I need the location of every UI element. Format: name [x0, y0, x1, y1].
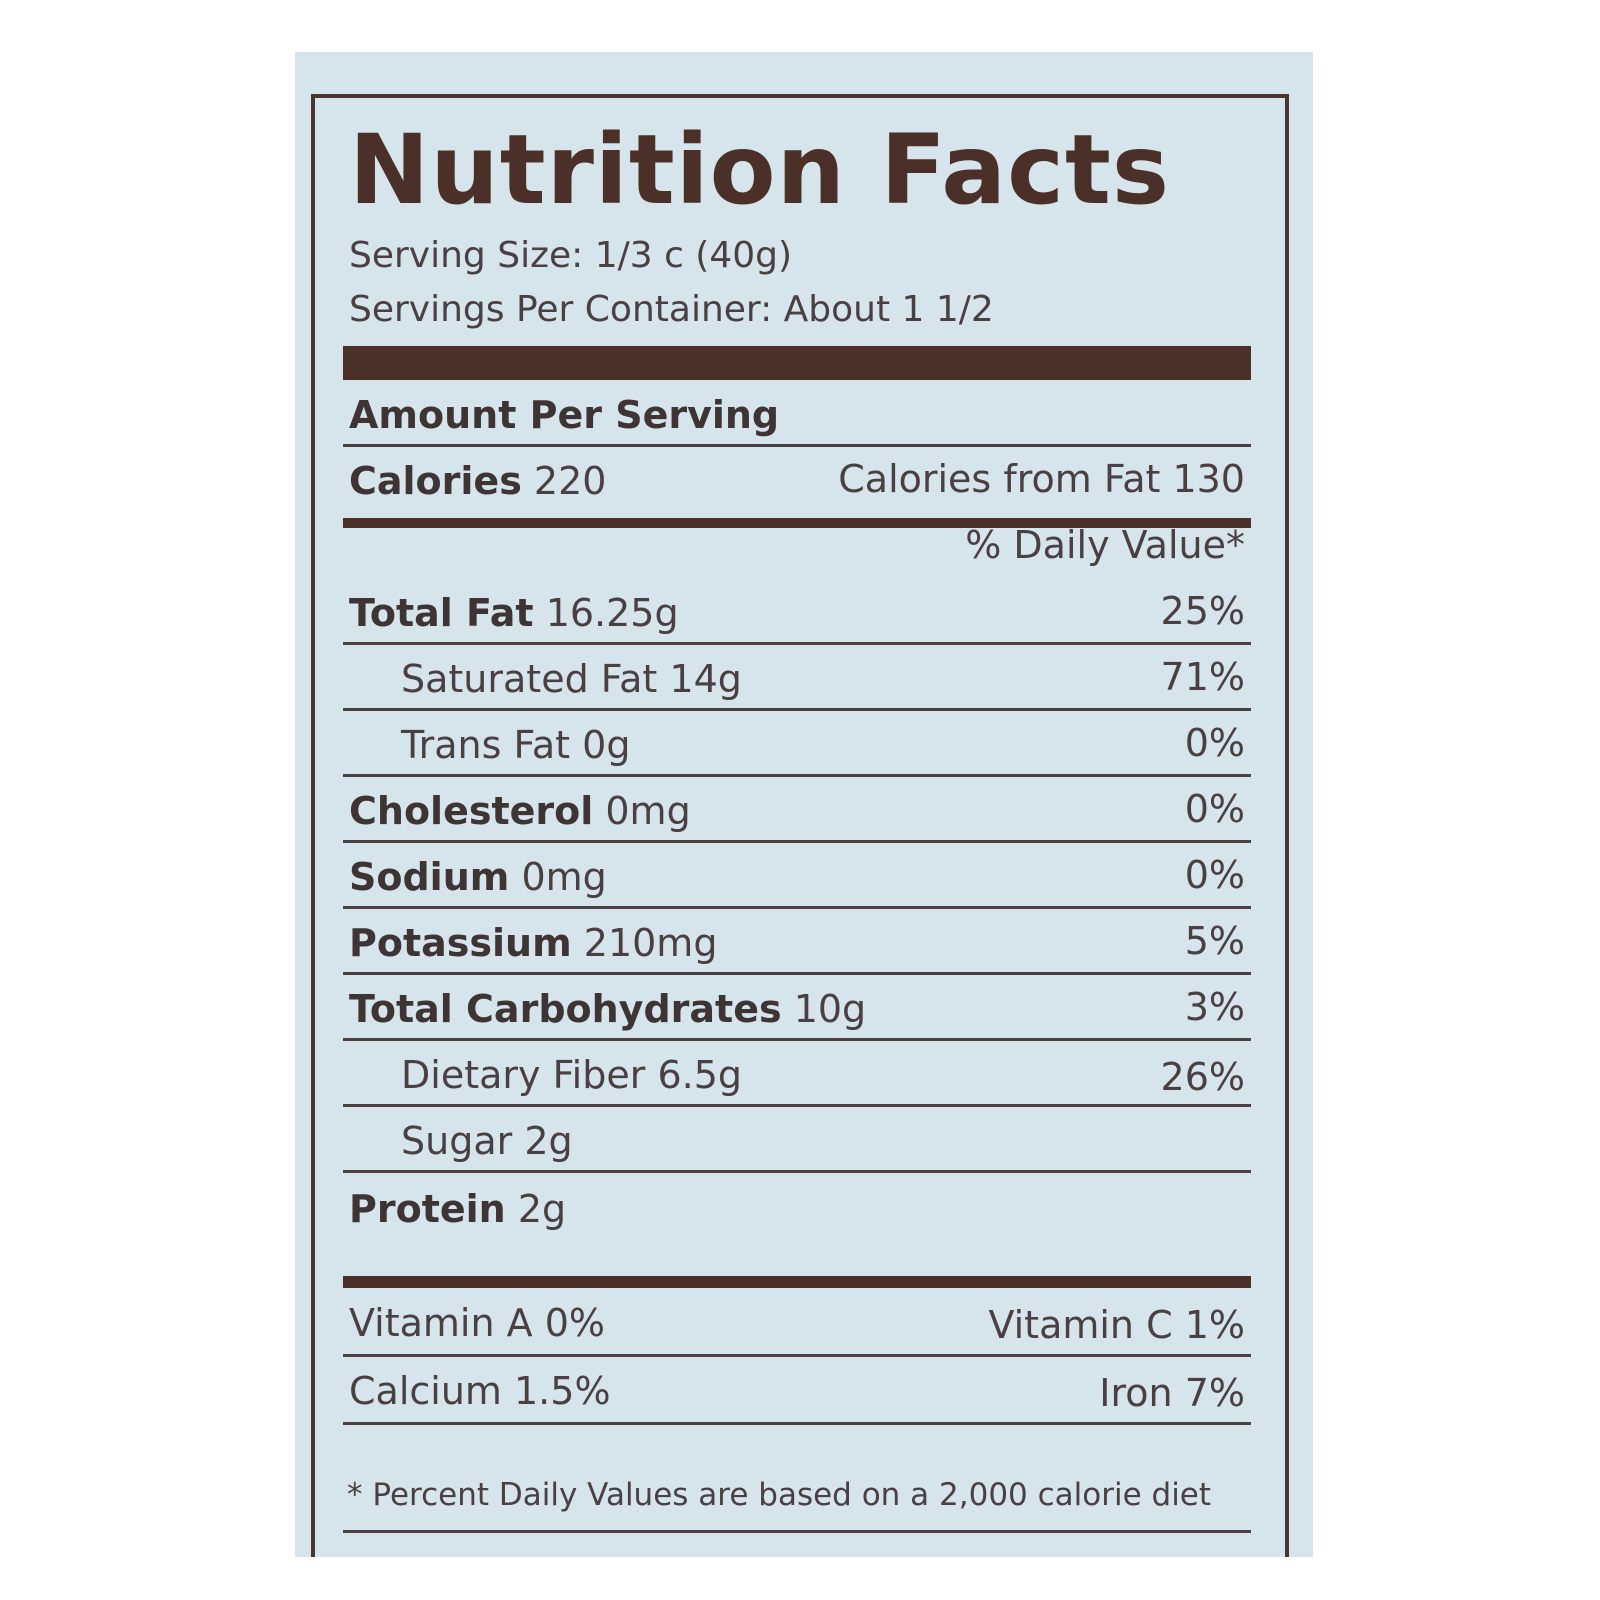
calories-value: 220	[533, 459, 607, 503]
amount-per-serving: Amount Per Serving	[349, 393, 780, 437]
calories-from-fat: Calories from Fat 130	[838, 457, 1245, 501]
nutrient-row-trans-fat: Trans Fat 0g	[401, 723, 631, 767]
nutrient-row-total-fat: Total Fat 16.25g	[349, 591, 679, 635]
nutrient-row-total-carbohydrates: Total Carbohydrates 10g	[349, 987, 867, 1031]
serving-size: Serving Size: 1/3 c (40g)	[349, 235, 793, 276]
calories-label: Calories	[349, 459, 522, 503]
dv-sodium: 0%	[1184, 853, 1245, 897]
dv-total-fat: 25%	[1160, 589, 1245, 633]
footnote: * Percent Daily Values are based on a 2,…	[347, 1477, 1212, 1513]
dv-potassium: 5%	[1184, 919, 1245, 963]
divider	[343, 444, 1251, 447]
dv-total-carbohydrates: 3%	[1184, 985, 1245, 1029]
divider	[343, 972, 1251, 975]
divider	[343, 1038, 1251, 1041]
protein-divider	[343, 1276, 1251, 1288]
divider	[343, 1530, 1251, 1533]
dv-trans-fat: 0%	[1184, 721, 1245, 765]
dv-dietary-fiber: 26%	[1160, 1055, 1245, 1099]
nutrition-facts-label: Nutrition Facts Serving Size: 1/3 c (40g…	[311, 94, 1289, 1557]
vitamin-a: Vitamin A 0%	[349, 1301, 605, 1345]
divider	[343, 642, 1251, 645]
calcium: Calcium 1.5%	[349, 1369, 611, 1413]
nutrient-row-saturated-fat: Saturated Fat 14g	[401, 657, 742, 701]
package-background: Nutrition Facts Serving Size: 1/3 c (40g…	[295, 52, 1313, 1557]
divider	[343, 1104, 1251, 1107]
dv-cholesterol: 0%	[1184, 787, 1245, 831]
calories-row: Calories 220	[349, 462, 606, 500]
nutrient-row-cholesterol: Cholesterol 0mg	[349, 789, 691, 833]
divider	[343, 1422, 1251, 1425]
dv-saturated-fat: 71%	[1160, 655, 1245, 699]
divider	[343, 708, 1251, 711]
nutrient-row-sugar: Sugar 2g	[401, 1119, 573, 1163]
nutrient-row-sodium: Sodium 0mg	[349, 855, 607, 899]
medium-divider	[343, 518, 1251, 528]
label-content: Nutrition Facts Serving Size: 1/3 c (40g…	[343, 98, 1251, 1557]
divider	[343, 906, 1251, 909]
vitamin-c: Vitamin C 1%	[988, 1303, 1245, 1347]
iron: Iron 7%	[1099, 1371, 1245, 1415]
divider	[343, 774, 1251, 777]
nutrient-row-dietary-fiber: Dietary Fiber 6.5g	[401, 1053, 743, 1097]
divider	[343, 1170, 1251, 1173]
servings-per-container: Servings Per Container: About 1 1/2	[349, 289, 994, 330]
label-title: Nutrition Facts	[349, 114, 1171, 226]
nutrient-row-protein: Protein 2g	[349, 1187, 567, 1231]
divider	[343, 840, 1251, 843]
thick-divider	[343, 346, 1251, 380]
nutrient-row-potassium: Potassium 210mg	[349, 921, 718, 965]
daily-value-header: % Daily Value*	[965, 523, 1245, 567]
divider	[343, 1354, 1251, 1357]
